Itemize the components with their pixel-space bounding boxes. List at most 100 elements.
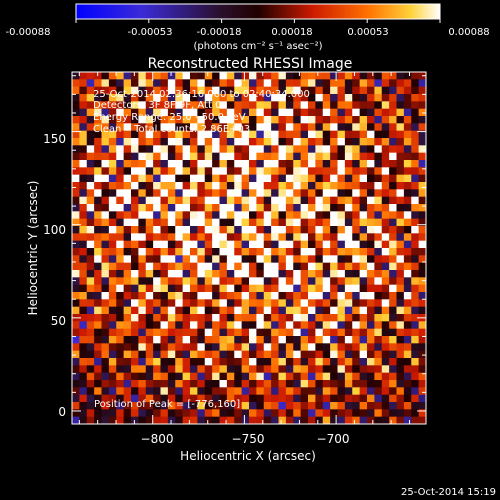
heatmap-cell xyxy=(374,372,383,381)
heatmap-cell xyxy=(344,138,353,146)
heatmap-cell xyxy=(278,94,287,102)
heatmap-cell xyxy=(175,72,184,80)
heatmap-cell xyxy=(241,152,250,161)
heatmap-cell xyxy=(160,284,169,293)
heatmap-cell xyxy=(330,255,339,264)
heatmap-cell xyxy=(315,248,324,256)
heatmap-cell xyxy=(197,314,206,322)
heatmap-cell xyxy=(256,108,265,117)
heatmap-cell xyxy=(285,196,294,205)
heatmap-cell xyxy=(226,138,235,146)
heatmap-cell xyxy=(241,123,250,132)
y-tick-label-0: 0 xyxy=(58,405,66,419)
heatmap-cell xyxy=(219,358,228,366)
heatmap-cell xyxy=(108,108,117,117)
heatmap-cell xyxy=(278,218,287,227)
heatmap-cell xyxy=(116,262,125,271)
heatmap-cell xyxy=(241,72,250,80)
heatmap-cell xyxy=(241,167,250,176)
heatmap-cell xyxy=(249,101,257,110)
heatmap-cell xyxy=(300,262,309,271)
heatmap-cell xyxy=(153,174,162,183)
heatmap-cell xyxy=(367,72,375,80)
heatmap-cell xyxy=(389,394,398,403)
heatmap-cell xyxy=(219,350,228,359)
heatmap-cell xyxy=(131,365,139,374)
heatmap-cell xyxy=(116,152,125,161)
heatmap-cell xyxy=(131,328,139,337)
heatmap-cell xyxy=(72,79,80,88)
heatmap-cell xyxy=(79,130,88,139)
heatmap-cell xyxy=(256,299,265,308)
heatmap-cell xyxy=(263,394,272,403)
heatmap-cell xyxy=(123,358,132,366)
heatmap-cell xyxy=(308,233,316,242)
heatmap-cell xyxy=(396,299,405,308)
heatmap-cell xyxy=(418,167,426,176)
heatmap-cell xyxy=(241,358,250,366)
heatmap-cell xyxy=(396,167,405,176)
heatmap-cell xyxy=(278,226,287,234)
heatmap-cell xyxy=(175,204,184,212)
heatmap-cell xyxy=(285,350,294,359)
heatmap-cell xyxy=(160,277,169,286)
heatmap-cell xyxy=(153,123,162,132)
heatmap-cell xyxy=(315,358,324,366)
heatmap-cell xyxy=(94,358,103,366)
heatmap-cell xyxy=(278,101,287,110)
heatmap-cell xyxy=(226,284,235,293)
heatmap-cell xyxy=(396,79,405,88)
heatmap-cell xyxy=(271,116,280,124)
heatmap-cell xyxy=(381,314,390,322)
heatmap-cell xyxy=(79,270,88,278)
heatmap-cell xyxy=(116,284,125,293)
heatmap-cell xyxy=(374,321,383,330)
heatmap-cell xyxy=(131,145,139,154)
heatmap-cell xyxy=(175,277,184,286)
heatmap-cell xyxy=(418,160,426,168)
heatmap-cell xyxy=(190,72,198,80)
heatmap-cell xyxy=(396,218,405,227)
heatmap-cell xyxy=(278,123,287,132)
heatmap-cell xyxy=(315,108,324,117)
heatmap-cell xyxy=(138,86,147,95)
heatmap-cell xyxy=(226,174,235,183)
heatmap-cell xyxy=(300,72,309,80)
heatmap-cell xyxy=(79,138,88,146)
heatmap-cell xyxy=(352,101,361,110)
heatmap-cell xyxy=(285,233,294,242)
heatmap-cell xyxy=(278,387,287,396)
heatmap-cell xyxy=(337,94,346,102)
heatmap-cell xyxy=(352,174,361,183)
heatmap-cell xyxy=(108,138,117,146)
heatmap-cell xyxy=(418,152,426,161)
heatmap-cell xyxy=(330,387,339,396)
heatmap-cell xyxy=(293,182,302,190)
heatmap-cell xyxy=(411,116,420,124)
heatmap-cell xyxy=(322,130,331,139)
heatmap-cell xyxy=(249,277,257,286)
heatmap-cell xyxy=(138,365,147,374)
heatmap-cell xyxy=(86,182,95,190)
heatmap-cell xyxy=(153,152,162,161)
heatmap-cell xyxy=(175,101,184,110)
heatmap-cell xyxy=(374,284,383,293)
heatmap-cell xyxy=(367,409,375,418)
heatmap-cell xyxy=(212,394,221,403)
heatmap-cell xyxy=(145,160,154,168)
heatmap-cell xyxy=(204,79,213,88)
heatmap-cell xyxy=(204,358,213,366)
heatmap-cell xyxy=(403,409,412,418)
heatmap-cell xyxy=(219,409,228,418)
heatmap-cell xyxy=(330,416,339,424)
heatmap-cell xyxy=(197,72,206,80)
heatmap-cell xyxy=(374,314,383,322)
heatmap-cell xyxy=(131,314,139,322)
heatmap-image xyxy=(72,72,426,424)
heatmap-cell xyxy=(403,336,412,344)
heatmap-cell xyxy=(116,402,125,410)
heatmap-cell xyxy=(72,277,80,286)
heatmap-cell xyxy=(359,372,368,381)
heatmap-cell xyxy=(396,416,405,424)
heatmap-cell xyxy=(123,72,132,80)
